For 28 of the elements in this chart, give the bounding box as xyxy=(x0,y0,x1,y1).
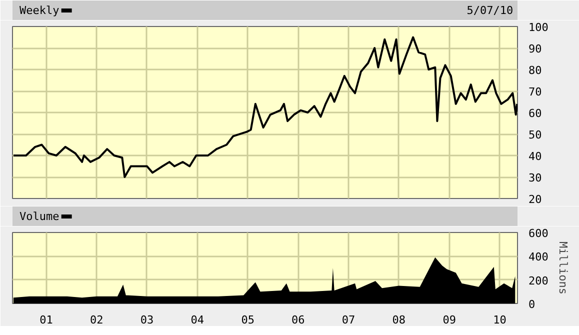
x-tick-label: 02 xyxy=(90,314,104,326)
line-series xyxy=(12,36,518,178)
y-tick-label: 200 xyxy=(528,274,548,288)
x-tick-label: 01 xyxy=(40,314,53,326)
x-tick-label: 07 xyxy=(342,314,356,326)
x-tick-label: 09 xyxy=(442,314,456,326)
y-tick-label: 600 xyxy=(528,227,548,240)
y-tick-label: 20 xyxy=(528,193,542,206)
legend-label: Volume xyxy=(19,210,60,223)
y-tick-label: 90 xyxy=(528,42,542,56)
x-tick-label: 04 xyxy=(190,314,204,326)
y-tick-label: 30 xyxy=(528,172,542,184)
y-tick-label: 80 xyxy=(528,64,542,77)
x-tick-label: 03 xyxy=(140,314,154,326)
y-tick-label: 50 xyxy=(528,128,542,142)
legend-label: Weekly xyxy=(19,4,60,17)
y-tick-label: 400 xyxy=(528,250,548,264)
y-tick-label: 0 xyxy=(528,298,536,311)
text: 5/07/10 xyxy=(466,4,514,17)
y-tick-label: 40 xyxy=(528,150,542,163)
x-tick-label: 06 xyxy=(292,314,305,326)
x-tick-label: 08 xyxy=(392,314,406,326)
y-tick-label: 100 xyxy=(528,21,548,34)
x-tick-label: 10 xyxy=(493,314,506,326)
y-axis-title: Millions xyxy=(556,242,570,294)
y-tick-label: 70 xyxy=(528,86,542,98)
x-tick-label: 05 xyxy=(241,314,254,326)
y-tick-label: 60 xyxy=(528,107,542,120)
